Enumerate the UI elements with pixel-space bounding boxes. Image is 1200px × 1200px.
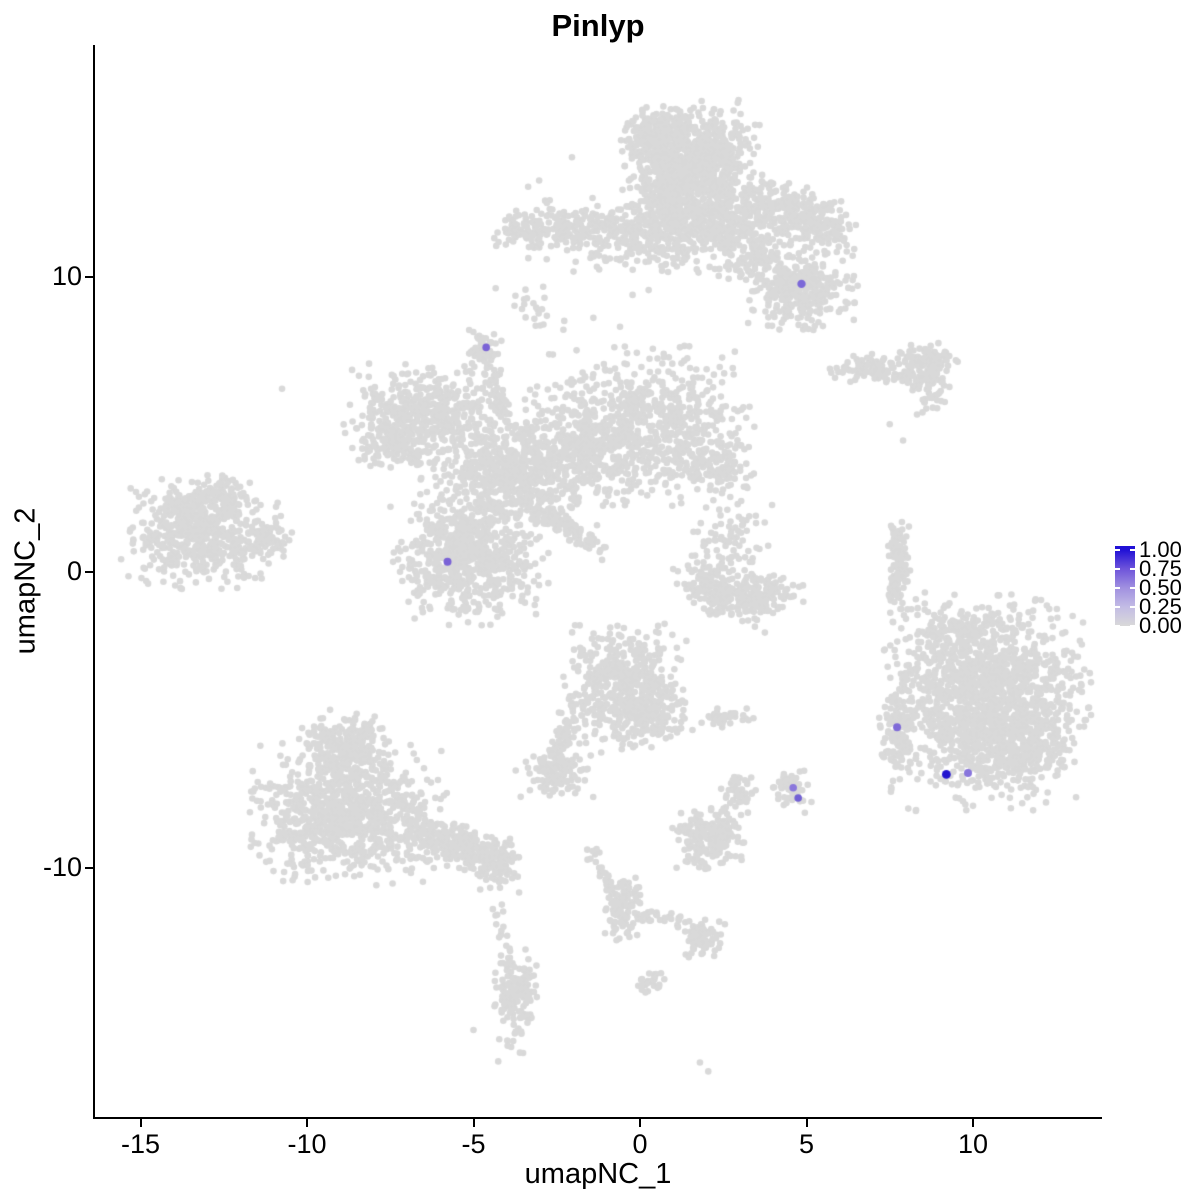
- y-tick-mark: [85, 866, 93, 869]
- x-tick-mark: [805, 1119, 808, 1127]
- x-axis-line: [93, 1117, 1102, 1119]
- x-tick-mark: [972, 1119, 974, 1127]
- plot-title: Pinlyp: [551, 8, 645, 43]
- x-tick-label: 0: [632, 1129, 648, 1159]
- x-tick-label: 5: [798, 1129, 815, 1159]
- y-axis-line: [93, 45, 95, 1119]
- x-tick-label: -10: [287, 1129, 327, 1159]
- x-tick-label: 10: [957, 1129, 989, 1159]
- x-tick-label: -5: [461, 1129, 486, 1159]
- y-tick-label: 0: [66, 555, 82, 586]
- y-tick-label: -10: [42, 851, 82, 882]
- y-tick-mark: [85, 275, 93, 278]
- x-tick-mark: [639, 1119, 641, 1127]
- x-tick-label: -15: [120, 1129, 161, 1159]
- x-tick-mark: [306, 1119, 308, 1127]
- y-tick-label: 10: [51, 260, 82, 291]
- x-axis-title: umapNC_1: [524, 1158, 672, 1190]
- x-tick-mark: [139, 1119, 142, 1127]
- y-tick-mark: [85, 571, 93, 573]
- x-tick-mark: [472, 1119, 475, 1127]
